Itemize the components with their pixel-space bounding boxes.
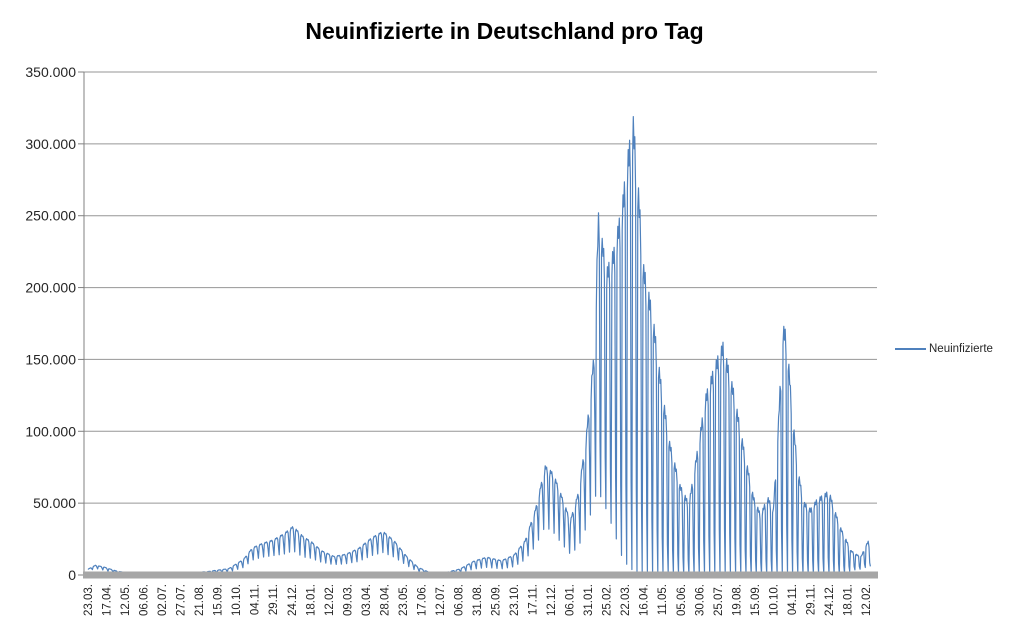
y-axis-label: 100.000 <box>25 423 76 439</box>
x-axis-label: 12.05. <box>120 584 132 616</box>
x-axis-label: 22.03. <box>620 584 632 616</box>
x-axis-label: 17.04. <box>102 584 114 616</box>
x-axis-label: 12.02. <box>861 584 873 616</box>
x-axis-label: 11.05. <box>657 584 669 615</box>
x-axis-label: 25.09. <box>491 584 503 616</box>
x-axis-label: 19.08. <box>731 584 743 616</box>
x-axis-label: 15.09. <box>213 584 225 616</box>
x-axis-label: 28.04. <box>379 584 391 616</box>
x-axis-label: 03.04. <box>361 584 373 616</box>
x-axis-bar <box>83 571 878 579</box>
x-axis-label: 06.06. <box>139 584 151 616</box>
x-axis-label: 29.11. <box>805 584 817 615</box>
y-axis-label: 150.000 <box>25 351 76 367</box>
x-axis-label: 31.01. <box>583 584 595 616</box>
x-axis-label: 12.02. <box>324 584 336 616</box>
chart-title: Neuinfizierte in Deutschland pro Tag <box>305 18 704 44</box>
x-axis-label: 17.11. <box>528 584 540 615</box>
x-axis-label: 23.10. <box>509 584 521 616</box>
x-axis-label: 29.11. <box>268 584 280 615</box>
x-axis-label: 10.10. <box>768 584 780 616</box>
x-axis-label: 21.08. <box>194 584 206 616</box>
x-axis-label: 18.01. <box>305 584 317 616</box>
x-axis-label: 24.12. <box>824 584 836 616</box>
x-axis-label: 15.09. <box>750 584 762 616</box>
x-axis-label: 09.03. <box>342 584 354 616</box>
x-axis-label: 23.05. <box>398 584 410 616</box>
x-axis-label: 02.07. <box>157 584 169 616</box>
y-axis-label: 350.000 <box>25 64 76 80</box>
x-axis-label: 24.12. <box>287 584 299 616</box>
x-axis-label: 06.08. <box>454 584 466 616</box>
x-axis-label: 06.01. <box>565 584 577 616</box>
series-line-neuinfizierte <box>87 115 871 576</box>
x-axis-label: 10.10. <box>231 584 243 616</box>
y-axis-label: 0 <box>68 567 76 583</box>
x-axis-label: 04.11. <box>250 584 262 615</box>
x-axis-label: 12.12. <box>546 584 558 616</box>
x-axis-label: 16.04. <box>639 584 651 616</box>
x-axis-label: 31.08. <box>472 584 484 616</box>
x-axis-label: 25.02. <box>602 584 614 616</box>
y-axis-label: 250.000 <box>25 208 76 224</box>
x-axis-label: 27.07. <box>176 584 188 616</box>
legend: Neuinfizierte <box>895 342 993 356</box>
x-axis-label: 17.06. <box>416 584 428 616</box>
x-axis-label: 04.11. <box>787 584 799 615</box>
legend-label: Neuinfizierte <box>929 343 993 355</box>
y-axis-label: 300.000 <box>25 136 76 152</box>
x-axis-label: 25.07. <box>713 584 725 616</box>
x-axis-label: 12.07. <box>435 584 447 616</box>
x-axis-label: 23.03. <box>83 584 95 616</box>
x-axis-label: 30.06. <box>694 584 706 616</box>
y-axis-label: 50.000 <box>33 495 76 511</box>
x-axis-label: 18.01. <box>843 584 855 616</box>
y-axis-label: 200.000 <box>25 280 76 296</box>
x-axis-label: 05.06. <box>676 584 688 616</box>
legend-line-sample <box>895 348 926 350</box>
